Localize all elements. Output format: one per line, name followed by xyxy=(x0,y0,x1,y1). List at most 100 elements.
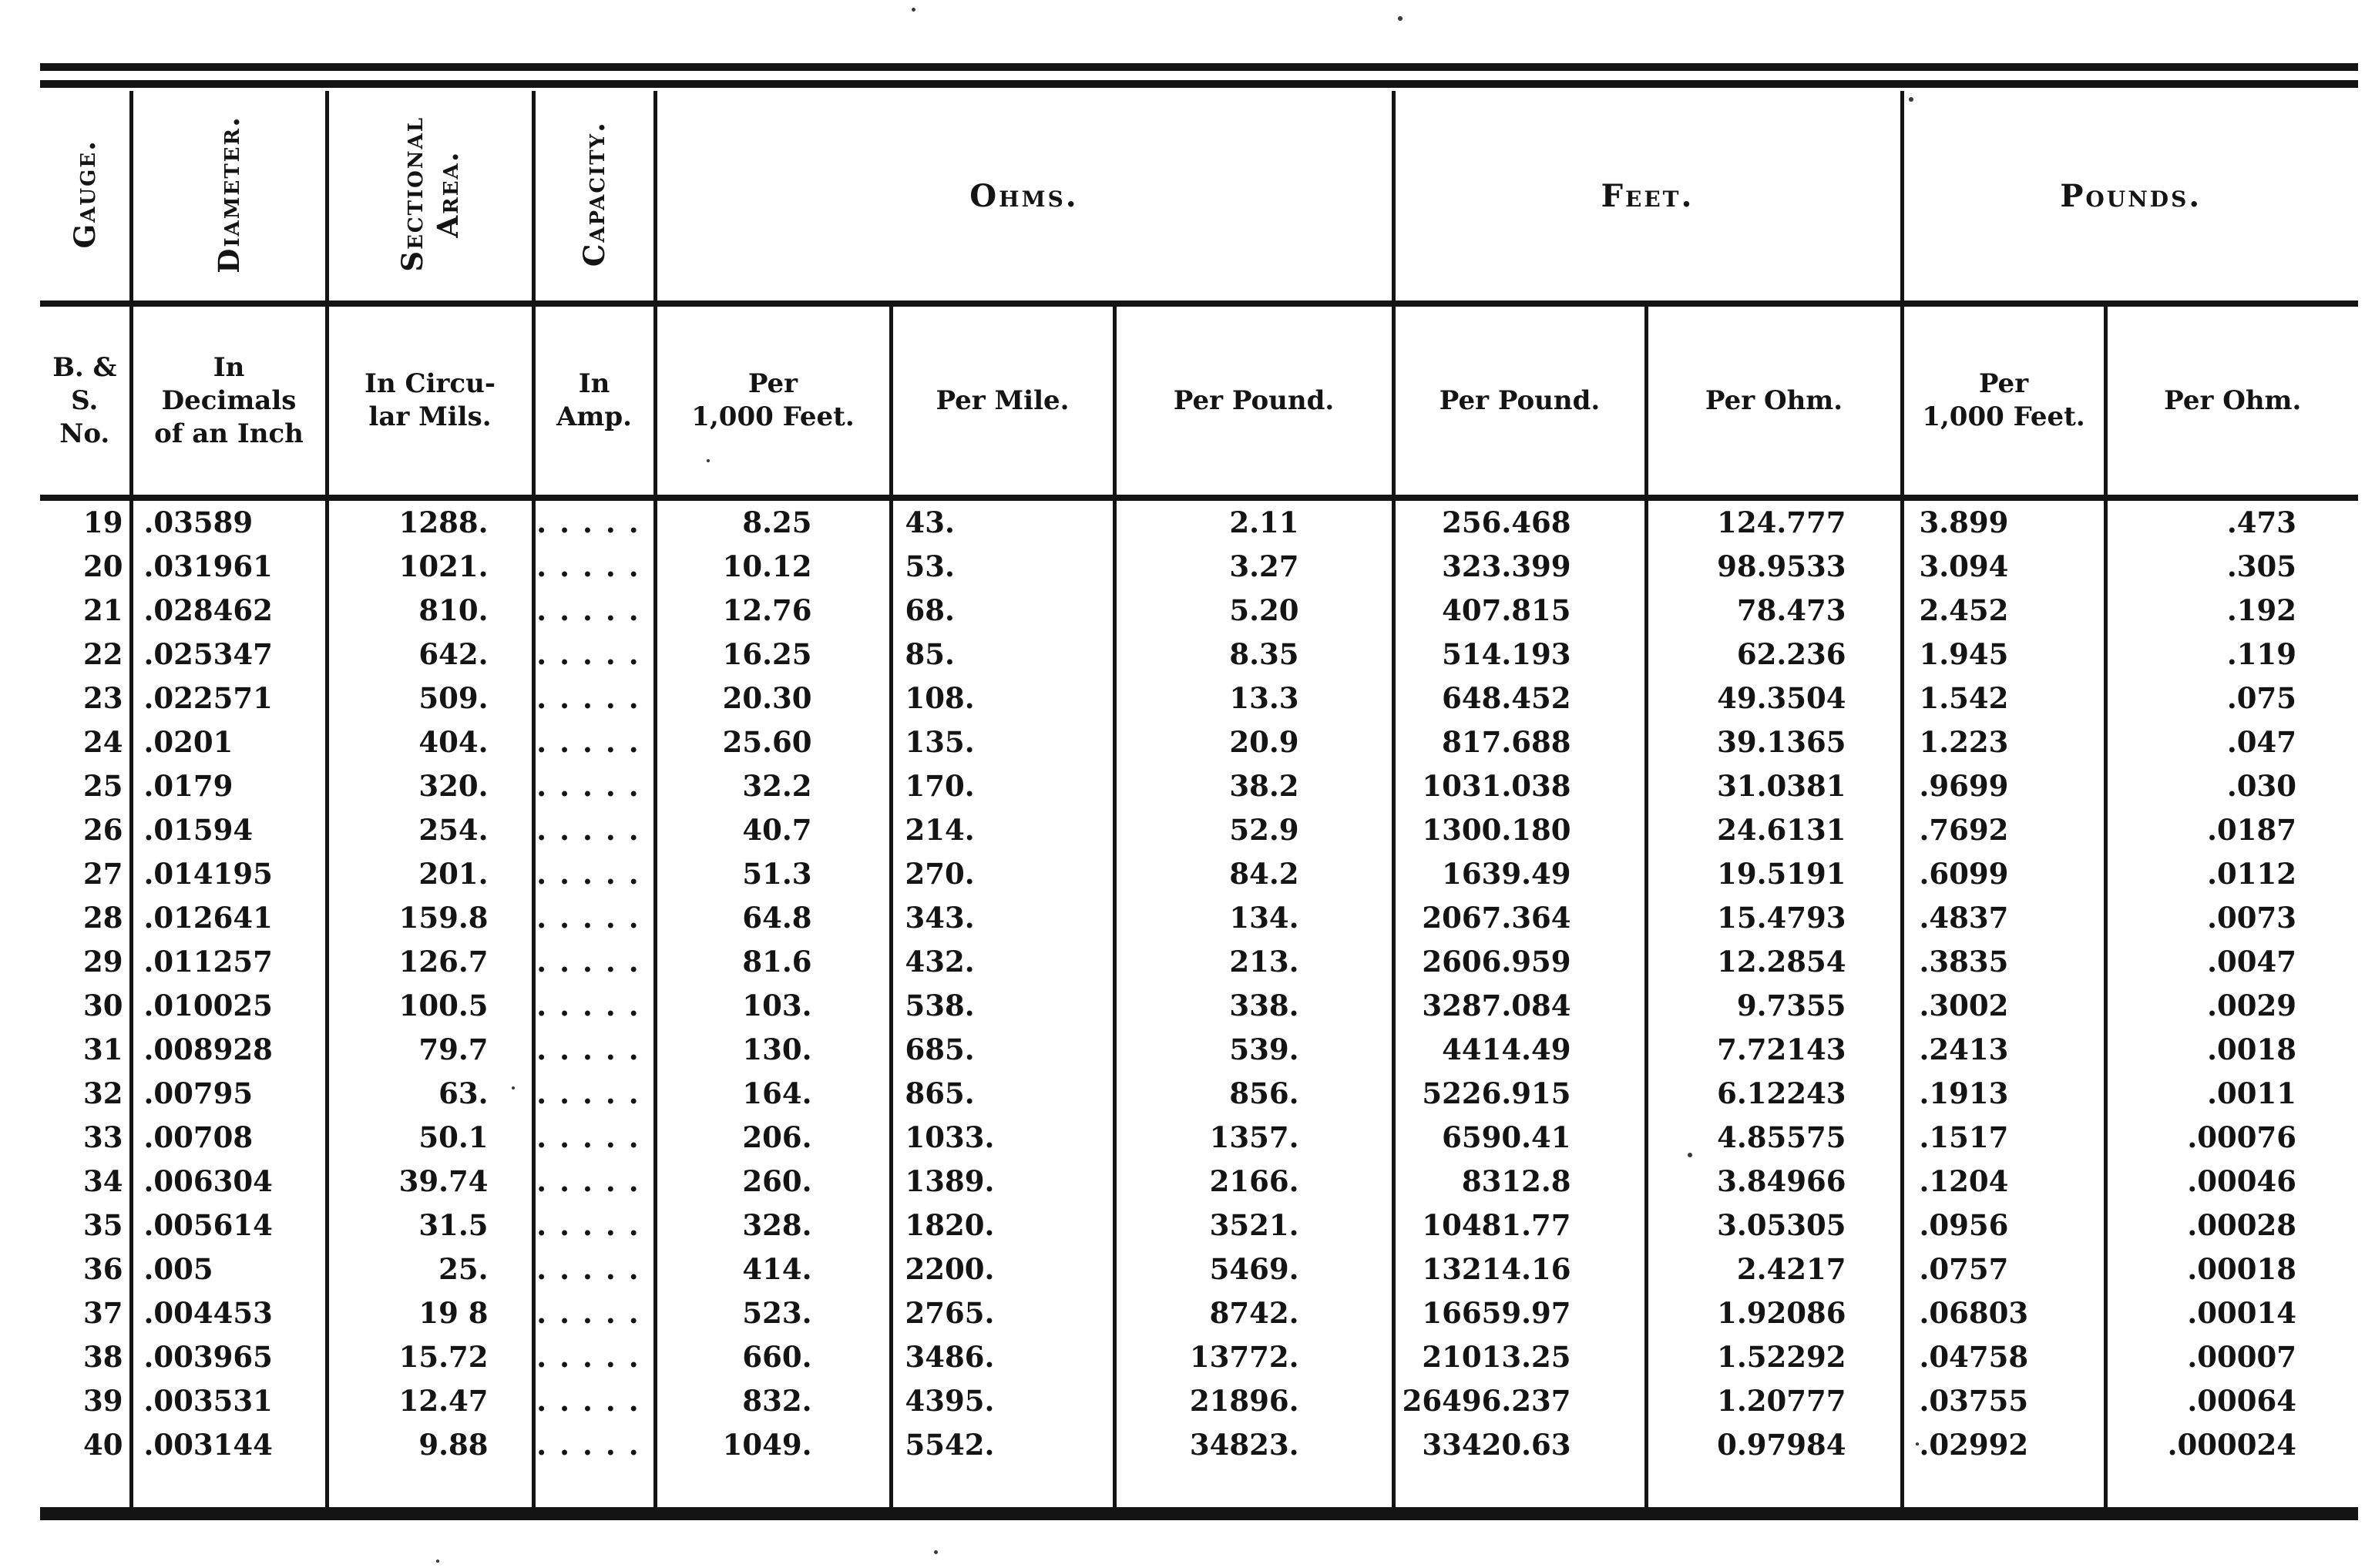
cell-pounds-per-ohm: .030 xyxy=(2226,769,2297,803)
table-footer-spacer xyxy=(40,1467,2358,1507)
spacer-cell xyxy=(891,1467,1117,1507)
cell-ohms-per-pound: 3.27 xyxy=(1114,545,1396,589)
table-row: 35.005614 31.5..... 328. 1820. 3521. 10481.77… xyxy=(40,1204,2358,1247)
cell-capacity-amp: ..... xyxy=(533,589,657,633)
scan-speck xyxy=(934,1550,938,1554)
cell-diameter-inches: .00795 xyxy=(131,1072,329,1116)
cell-ohms-per-mile: 538. xyxy=(891,984,1117,1028)
table-row: 25.0179 320...... 32.2 170. 38.2 1031.038 31.0… xyxy=(40,764,2358,808)
spacer-row xyxy=(40,1467,2358,1507)
header-capacity-cell: Capacity. xyxy=(533,91,657,307)
table-row: 30.010025 100.5..... 103. 538. 338. 3287.084 9… xyxy=(40,984,2358,1028)
cell-ohms-per-mile: 170. xyxy=(891,764,1117,808)
table-row: 23.022571 509...... 20.30 108. 13.3 648.452 49… xyxy=(40,677,2358,720)
cell-feet-per-ohm: 9.7355 xyxy=(1646,984,1904,1028)
cell-diameter-inches: .0179 xyxy=(131,764,329,808)
cell-capacity-amp: ..... xyxy=(533,498,657,545)
cell-ohms-per-pound: 13772. xyxy=(1114,1335,1396,1379)
cell-feet-per-ohm: 78.473 xyxy=(1646,589,1904,633)
cell-pounds-per-1000-feet: 1.945 xyxy=(1902,633,2108,677)
cell-diameter-inches: .012641 xyxy=(131,896,329,940)
cell-pounds-per-1000-feet: .03755 xyxy=(1902,1379,2108,1423)
cell-feet-per-pound: 21013.25 xyxy=(1393,1335,1648,1379)
cell-ohms-per-pound: 1357. xyxy=(1114,1116,1396,1160)
cell-feet-per-pound: 33420.63 xyxy=(1393,1423,1648,1467)
cell-feet-per-pound: 323.399 xyxy=(1393,545,1648,589)
cell-ohms-per-mile: 5542. xyxy=(891,1423,1117,1467)
table-row: 22.025347 642...... 16.25 85. 8.35 514.193 62.… xyxy=(40,633,2358,677)
cell-gauge: 28 xyxy=(40,896,133,940)
spacer-cell xyxy=(1646,1467,1904,1507)
cell-feet-per-pound: 817.688 xyxy=(1393,720,1648,764)
cell-pounds-per-ohm: .00046 xyxy=(2187,1164,2297,1198)
cell-feet-per-ohm: 2.4217 xyxy=(1646,1247,1904,1291)
subheader-feet-per-ohm: Per Ohm. xyxy=(1646,304,1904,501)
cell-ohms-per-1000-feet: 832. xyxy=(655,1379,893,1423)
cell-gauge: 27 xyxy=(40,852,133,896)
cell-area-circular-mils: 31.5 xyxy=(327,1204,536,1247)
table-row: 20.031961 1021...... 10.12 53. 3.27 323.399 98… xyxy=(40,545,2358,589)
cell-capacity-amp: ..... xyxy=(533,633,657,677)
cell-capacity-amp: ..... xyxy=(533,1423,657,1467)
table-row: 32.00795 63...... 164. 865. 856. 5226.915 6.12… xyxy=(40,1072,2358,1116)
cell-capacity-amp: ..... xyxy=(533,1072,657,1116)
cell-feet-per-pound: 648.452 xyxy=(1393,677,1648,720)
cell-pounds-per-ohm: .00018 xyxy=(2187,1252,2297,1286)
cell-pounds-per-ohm: .0029 xyxy=(2207,989,2297,1022)
cell-pounds-per-ohm: .473 xyxy=(2226,505,2297,539)
spacer-cell xyxy=(40,1467,133,1507)
cell-ohms-per-pound: 2166. xyxy=(1114,1160,1396,1204)
cell-ohms-per-1000-feet: 164. xyxy=(655,1072,893,1116)
cell-area-circular-mils: 9.88 xyxy=(327,1423,536,1467)
cell-ohms-per-mile: 343. xyxy=(891,896,1117,940)
cell-diameter-inches: .028462 xyxy=(131,589,329,633)
cell-gauge: 20 xyxy=(40,545,133,589)
cell-pounds-per-ohm: .00014 xyxy=(2187,1296,2297,1330)
cell-ohms-per-pound: 5.20 xyxy=(1114,589,1396,633)
cell-capacity-amp: ..... xyxy=(533,1247,657,1291)
cell-diameter-inches: .01594 xyxy=(131,808,329,852)
cell-ohms-per-pound: 5469. xyxy=(1114,1247,1396,1291)
cell-feet-per-pound: 6590.41 xyxy=(1393,1116,1648,1160)
cell-feet-per-pound: 4414.49 xyxy=(1393,1028,1648,1072)
cell-gauge: 35 xyxy=(40,1204,133,1247)
cell-pounds-per-ohm: .00064 xyxy=(2187,1384,2297,1418)
cell-gauge: 23 xyxy=(40,677,133,720)
cell-feet-per-pound: 1031.038 xyxy=(1393,764,1648,808)
cell-ohms-per-pound: 52.9 xyxy=(1114,808,1396,852)
cell-area-circular-mils: 810. xyxy=(327,589,536,633)
cell-ohms-per-pound: 21896. xyxy=(1114,1379,1396,1423)
scan-speck xyxy=(1916,1442,1919,1445)
cell-ohms-per-pound: 3521. xyxy=(1114,1204,1396,1247)
cell-area-circular-mils: 1288. xyxy=(327,498,536,545)
cell-pounds-per-ohm: .305 xyxy=(2226,549,2297,583)
subheader-ohms-per-mile: Per Mile. xyxy=(891,304,1117,501)
cell-pounds-per-ohm: .0047 xyxy=(2207,945,2297,979)
cell-gauge: 25 xyxy=(40,764,133,808)
cell-pounds-per-1000-feet: .6099 xyxy=(1902,852,2108,896)
cell-pounds-per-ohm: .0187 xyxy=(2207,813,2297,847)
cell-capacity-amp: ..... xyxy=(533,1160,657,1204)
cell-gauge: 34 xyxy=(40,1160,133,1204)
header-gauge-cell: Gauge. xyxy=(40,91,133,307)
cell-capacity-amp: ..... xyxy=(533,1379,657,1423)
cell-feet-per-pound: 2606.959 xyxy=(1393,940,1648,984)
cell-pounds-per-ohm: .0073 xyxy=(2207,901,2297,935)
cell-ohms-per-1000-feet: 1049. xyxy=(655,1423,893,1467)
table-row: 27.014195 201...... 51.3 270. 84.2 1639.49 19.… xyxy=(40,852,2358,896)
cell-pounds-per-ohm: .0112 xyxy=(2207,857,2297,891)
cell-ohms-per-1000-feet: 81.6 xyxy=(655,940,893,984)
spacer-cell xyxy=(2105,1467,2358,1507)
cell-feet-per-ohm: 3.05305 xyxy=(1646,1204,1904,1247)
cell-capacity-amp: ..... xyxy=(533,1335,657,1379)
cell-capacity-amp: ..... xyxy=(533,808,657,852)
cell-feet-per-pound: 1639.49 xyxy=(1393,852,1648,896)
cell-ohms-per-pound: 38.2 xyxy=(1114,764,1396,808)
cell-diameter-inches: .006304 xyxy=(131,1160,329,1204)
table-row: 38.003965 15.72..... 660. 3486. 13772. 21013.… xyxy=(40,1335,2358,1379)
cell-capacity-amp: ..... xyxy=(533,764,657,808)
cell-area-circular-mils: 254. xyxy=(327,808,536,852)
scan-speck xyxy=(512,1086,515,1090)
table-row: 34.006304 39.74..... 260. 1389. 2166. 8312.8 3… xyxy=(40,1160,2358,1204)
cell-ohms-per-1000-feet: 12.76 xyxy=(655,589,893,633)
